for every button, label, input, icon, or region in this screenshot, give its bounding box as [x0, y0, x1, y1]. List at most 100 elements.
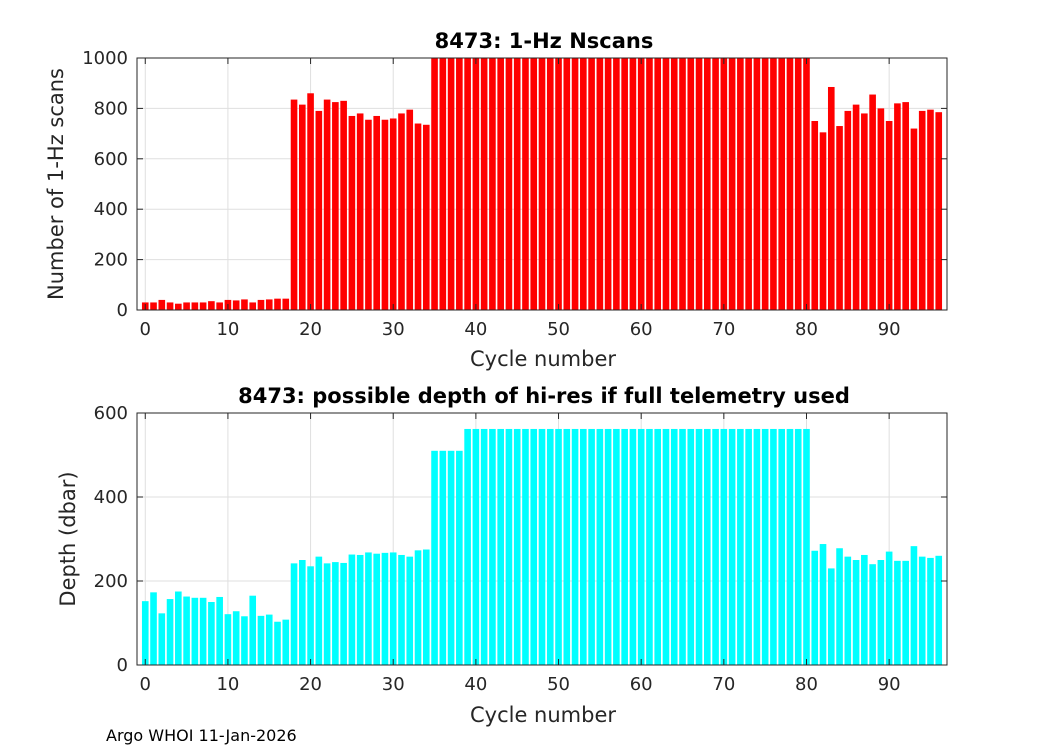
depth-bar — [737, 428, 744, 665]
nscans-bar — [456, 58, 463, 310]
depth-bar — [489, 428, 496, 665]
nscans-xtick-label: 10 — [216, 319, 239, 340]
nscans-panel: 0 10 20 30 40 50 60 70 80 90 0 200 400 600 800 1000 8473… — [44, 29, 948, 371]
nscans-xtick-label: 80 — [795, 319, 818, 340]
nscans-bar — [877, 108, 885, 311]
nscans-bar — [348, 115, 356, 311]
depth-ytick-label: 600 — [94, 403, 128, 424]
depth-bar — [389, 552, 397, 665]
nscans-bar — [811, 121, 819, 310]
nscans-bar — [927, 109, 934, 310]
depth-bar — [621, 428, 628, 665]
nscans-bar — [852, 104, 860, 311]
nscans-ytick-label: 600 — [94, 149, 128, 170]
nscans-bar — [753, 58, 761, 310]
nscans-bar — [654, 58, 662, 310]
nscans-bar — [232, 300, 240, 310]
nscans-bar — [728, 58, 736, 310]
depth-bar — [927, 557, 934, 665]
nscans-bar — [621, 58, 628, 310]
nscans-bar — [472, 58, 480, 310]
nscans-bar — [166, 302, 174, 310]
nscans-bar — [208, 301, 215, 310]
nscans-bar — [464, 58, 471, 310]
depth-bar — [348, 554, 356, 665]
nscans-xtick-label: 20 — [299, 319, 322, 340]
depth-bar — [728, 428, 736, 665]
depth-ylabel: Depth (dbar) — [56, 471, 80, 606]
nscans-bar — [265, 299, 273, 310]
nscans-bar — [538, 58, 546, 310]
depth-bar — [712, 428, 719, 665]
nscans-xtick-label: 0 — [140, 319, 151, 340]
depth-bar — [786, 428, 794, 665]
nscans-bar — [778, 58, 785, 310]
depth-bar — [199, 597, 207, 665]
nscans-bar — [431, 58, 438, 310]
nscans-axes-box — [136, 57, 948, 311]
depth-bar — [811, 550, 819, 665]
depth-panel: 0 10 20 30 40 50 60 70 80 90 0 200 400 600 8473: possi… — [56, 384, 948, 727]
nscans-title: 8473: 1-Hz Nscans — [435, 29, 654, 53]
depth-bar — [299, 560, 306, 665]
depth-bar — [530, 428, 538, 665]
depth-bar — [249, 595, 257, 665]
nscans-bar — [332, 102, 339, 310]
nscans-bar — [191, 302, 199, 310]
nscans-bar — [414, 123, 422, 311]
nscans-bar — [422, 124, 430, 310]
nscans-bar — [596, 58, 604, 310]
nscans-bar — [175, 303, 182, 310]
nscans-bar — [679, 58, 686, 310]
depth-bar — [257, 615, 265, 665]
nscans-bar — [720, 58, 728, 310]
nscans-bar — [274, 298, 281, 310]
depth-bar — [141, 601, 149, 665]
depth-xtick-label: 80 — [795, 674, 818, 695]
depth-xtick-label: 30 — [382, 674, 405, 695]
nscans-bar — [861, 113, 868, 310]
depth-bar — [646, 428, 653, 665]
depth-bar — [290, 563, 298, 665]
depth-ytick-label: 200 — [94, 571, 128, 592]
nscans-bar — [637, 58, 645, 310]
nscans-bar — [406, 109, 414, 310]
nscans-bar — [249, 302, 257, 310]
nscans-bar — [613, 58, 620, 310]
nscans-bar — [827, 86, 835, 310]
nscans-xtick-label: 60 — [630, 319, 653, 340]
nscans-bar — [646, 58, 653, 310]
depth-bar — [472, 428, 480, 665]
nscans-bar — [290, 99, 298, 310]
depth-bar — [877, 560, 885, 665]
depth-bar — [464, 428, 471, 665]
depth-xtick-label: 0 — [140, 674, 151, 695]
depth-bar — [654, 428, 662, 665]
nscans-bar — [340, 100, 347, 310]
nscans-bar — [398, 113, 405, 310]
nscans-bar — [365, 119, 372, 311]
depth-bar — [910, 546, 918, 665]
depth-bar — [803, 428, 810, 665]
depth-bar — [827, 568, 835, 665]
nscans-ytick-label: 800 — [94, 98, 128, 119]
nscans-bar — [670, 58, 678, 310]
depth-bar — [232, 611, 240, 665]
depth-bar — [365, 552, 372, 665]
depth-bar — [770, 428, 777, 665]
nscans-bar — [241, 299, 248, 310]
depth-bar — [861, 554, 868, 665]
nscans-bar — [770, 58, 777, 310]
nscans-ytick-label: 1000 — [82, 48, 128, 69]
depth-ytick-label: 400 — [94, 487, 128, 508]
nscans-xtick-label: 70 — [712, 319, 735, 340]
depth-bar — [274, 621, 281, 665]
depth-bar — [431, 450, 438, 665]
nscans-bar — [712, 58, 719, 310]
depth-xtick-label: 60 — [630, 674, 653, 695]
nscans-bar — [257, 299, 265, 310]
depth-bar — [794, 428, 802, 665]
depth-bar — [315, 556, 323, 665]
depth-bar — [158, 613, 166, 665]
